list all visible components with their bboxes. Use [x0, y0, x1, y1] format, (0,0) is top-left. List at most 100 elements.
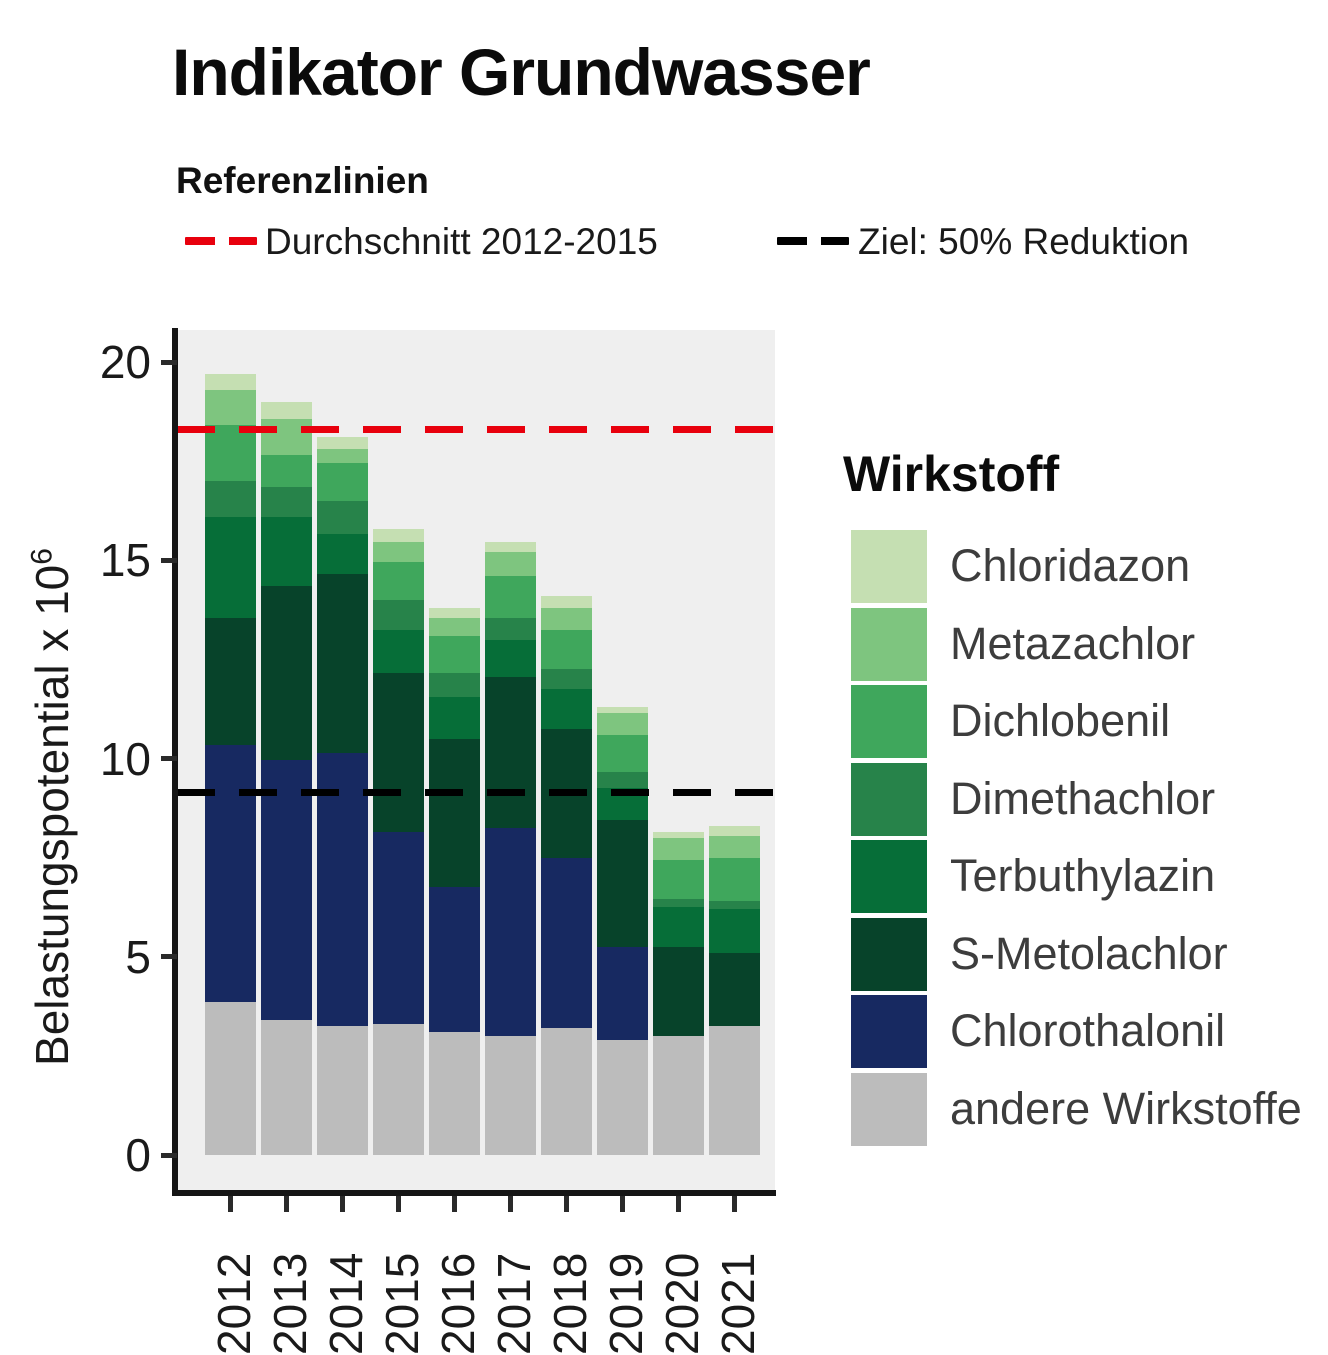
bar-segment-2012-s-metolachlor [205, 617, 256, 745]
bar-segment-2016-metazachlor [429, 617, 481, 636]
y-tick-label-20: 20 [99, 336, 151, 388]
x-tick-2017 [508, 1196, 514, 1212]
y-axis-title: Belastungspotential x 106 [25, 507, 79, 1107]
bar-segment-2014-dichlobenil [317, 463, 369, 501]
bar-segment-2013-dimethachlor [261, 486, 313, 517]
black-dash-legend-icon [777, 237, 849, 245]
bar-segment-2018-metazachlor [541, 607, 593, 630]
bar-segment-2014-chloridazon [317, 437, 369, 450]
bar-segment-2019-s-metolachlor [597, 819, 649, 947]
legend-swatch-dichlobenil [851, 685, 927, 758]
bar-segment-2018-terbuthylazin [541, 689, 593, 729]
bar-segment-2017-terbuthylazin [485, 639, 537, 678]
bar-segment-2019-metazachlor [597, 712, 649, 735]
legend-swatch-s-metolachlor [851, 917, 927, 991]
bar-segment-2017-chlorothalonil [485, 827, 537, 1037]
y-axis-line [172, 328, 178, 1195]
bar-segment-2020-chloridazon [653, 831, 705, 838]
bar-segment-2017-chloridazon [485, 542, 537, 553]
bar-segment-2016-s-metolachlor [429, 738, 481, 888]
bar-segment-2017-metazachlor [485, 552, 537, 577]
bar-segment-2017-s-metolachlor [485, 677, 537, 828]
bar-segment-2015-s-metolachlor [373, 673, 425, 832]
bar-segment-2021-dichlobenil [709, 857, 761, 902]
bar-segment-2015-dichlobenil [373, 562, 425, 600]
bar-segment-2016-dichlobenil [429, 635, 481, 674]
bar-segment-2015-chlorothalonil [373, 831, 425, 1025]
x-tick-label-2016: 2016 [431, 1252, 484, 1355]
bar-segment-2018-chlorothalonil [541, 857, 593, 1029]
bar-segment-2013-chlorothalonil [261, 760, 313, 1021]
bar-segment-2021-s-metolachlor [709, 952, 761, 1027]
x-tick-label-2019: 2019 [599, 1252, 652, 1355]
legend-label-terbuthylazin: Terbuthylazin [950, 850, 1216, 901]
x-tick-2018 [564, 1196, 570, 1212]
bar-segment-2012-metazachlor [205, 389, 256, 426]
x-tick-2021 [732, 1196, 738, 1212]
bar-segment-2014-terbuthylazin [317, 534, 369, 575]
y-axis-title-exponent: 6 [25, 548, 59, 565]
bar-segment-2015-metazachlor [373, 542, 425, 563]
bar-segment-2020-dichlobenil [653, 859, 705, 900]
legend-label-dimethachlor: Dimethachlor [950, 772, 1216, 824]
bar-segment-2013-chloridazon [261, 401, 313, 420]
y-tick-label-5: 5 [125, 930, 151, 983]
x-tick-label-2021: 2021 [711, 1252, 764, 1355]
reference-line-ziel [177, 789, 775, 797]
legend-swatch-chloridazon [851, 530, 927, 603]
x-tick-label-2012: 2012 [207, 1252, 260, 1355]
x-tick-label-2014: 2014 [319, 1252, 372, 1355]
y-tick-5 [161, 954, 177, 960]
bar-segment-2018-dichlobenil [541, 629, 593, 670]
bar-segment-2015-dimethachlor [373, 599, 425, 630]
reference-legend-label-durchschnitt: Durchschnitt 2012-2015 [265, 221, 658, 262]
bar-segment-2016-chloridazon [429, 607, 481, 618]
bar-segment-2020-andere-wirkstoffe [653, 1036, 705, 1155]
bar-segment-2017-andere-wirkstoffe [485, 1036, 537, 1155]
bar-segment-2013-metazachlor [261, 419, 313, 456]
legend-swatch-metazachlor [851, 607, 927, 681]
x-tick-2016 [452, 1196, 458, 1212]
y-tick-label-15: 15 [99, 534, 151, 587]
bar-segment-2012-dimethachlor [205, 480, 256, 517]
legend-label-chlorothalonil: Chlorothalonil [950, 1005, 1226, 1056]
bar-segment-2020-dimethachlor [653, 899, 705, 908]
page-title: Indikator Grundwasser [172, 35, 871, 109]
legend-title: Wirkstoff [843, 446, 1060, 502]
bar-segment-2021-chloridazon [709, 825, 761, 836]
bar-segment-2012-chlorothalonil [205, 744, 256, 1003]
x-tick-label-2015: 2015 [375, 1252, 428, 1355]
bar-segment-2013-dichlobenil [261, 455, 313, 487]
bar-segment-2014-metazachlor [317, 449, 369, 464]
bar-segment-2020-terbuthylazin [653, 907, 705, 947]
bar-segment-2018-dimethachlor [541, 669, 593, 690]
x-tick-label-2017: 2017 [487, 1252, 540, 1355]
bar-segment-2019-chloridazon [597, 706, 649, 713]
bar-segment-2020-s-metolachlor [653, 946, 705, 1037]
legend-label-metazachlor: Metazachlor [950, 617, 1196, 669]
legend-label-s-metolachlor: S-Metolachlor [950, 927, 1228, 979]
bar-segment-2014-s-metolachlor [317, 574, 369, 753]
bar-segment-2014-dimethachlor [317, 500, 369, 535]
bar-segment-2014-chlorothalonil [317, 752, 369, 1027]
bar-segment-2015-andere-wirkstoffe [373, 1024, 425, 1155]
legend-label-dichlobenil: Dichlobenil [950, 695, 1171, 746]
legend-label-chloridazon: Chloridazon [950, 540, 1191, 591]
bar-segment-2019-dimethachlor [597, 772, 649, 789]
x-tick-2015 [396, 1196, 402, 1212]
bar-segment-2018-chloridazon [541, 595, 593, 608]
y-tick-15 [161, 557, 177, 563]
bar-segment-2013-terbuthylazin [261, 516, 313, 586]
y-axis-title-text: Belastungspotential x 10 [26, 564, 78, 1066]
bar-segment-2012-dichlobenil [205, 425, 256, 481]
x-tick-label-2018: 2018 [543, 1252, 596, 1355]
legend-label-andere-wirkstoffe: andere Wirkstoffe [950, 1082, 1302, 1134]
bar-segment-2015-chloridazon [373, 528, 425, 543]
bar-segment-2013-s-metolachlor [261, 586, 313, 761]
y-tick-0 [161, 1152, 177, 1158]
bar-segment-2016-andere-wirkstoffe [429, 1032, 481, 1155]
bar-segment-2016-terbuthylazin [429, 697, 481, 739]
bar-segment-2021-dimethachlor [709, 901, 761, 910]
y-tick-label-10: 10 [99, 732, 151, 785]
bar-segment-2018-andere-wirkstoffe [541, 1028, 593, 1155]
